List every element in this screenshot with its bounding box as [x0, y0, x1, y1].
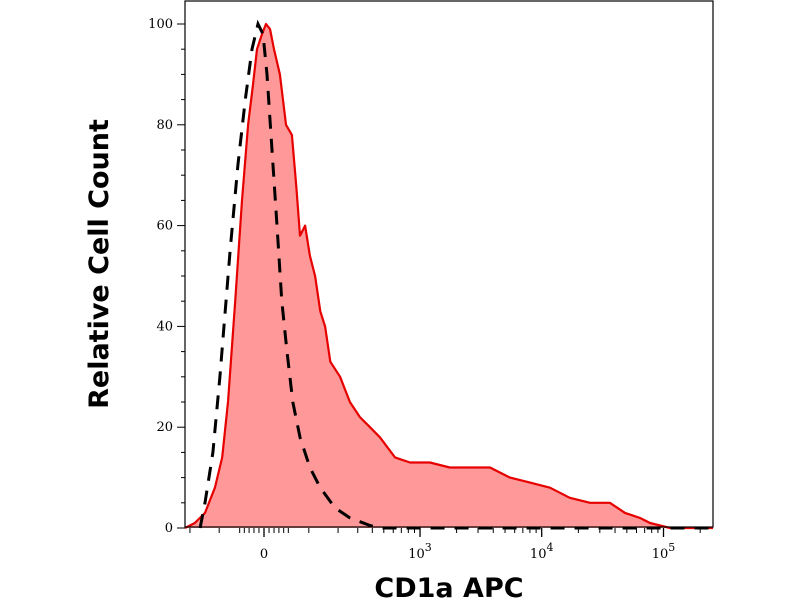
x-tick-exponent: 3	[425, 541, 432, 554]
plot-area	[184, 19, 713, 530]
y-axis: 0 20 40 60 80 100	[148, 17, 185, 536]
y-tick-label: 20	[156, 420, 173, 435]
x-tick-exponent: 4	[546, 541, 553, 554]
series-fill-0	[185, 24, 713, 528]
series-line-0	[184, 22, 713, 530]
x-axis-title: CD1a APC	[374, 573, 523, 600]
x-axis: 0 103 104 105	[189, 528, 701, 562]
y-tick-label: 100	[148, 17, 173, 32]
x-tick-label: 105	[652, 541, 676, 562]
x-tick-exponent: 5	[668, 541, 675, 554]
series-line-1	[198, 19, 713, 530]
y-tick-label: 60	[156, 219, 173, 234]
y-tick-label: 40	[156, 319, 173, 334]
plot-frame	[184, 0, 714, 528]
x-tick-label: 103	[408, 541, 432, 562]
y-tick-label: 80	[156, 118, 173, 133]
y-tick-label: 0	[165, 521, 173, 536]
x-tick-label: 0	[260, 547, 268, 562]
x-tick-label: 104	[530, 541, 554, 562]
y-axis-title: Relative Cell Count	[84, 119, 115, 409]
